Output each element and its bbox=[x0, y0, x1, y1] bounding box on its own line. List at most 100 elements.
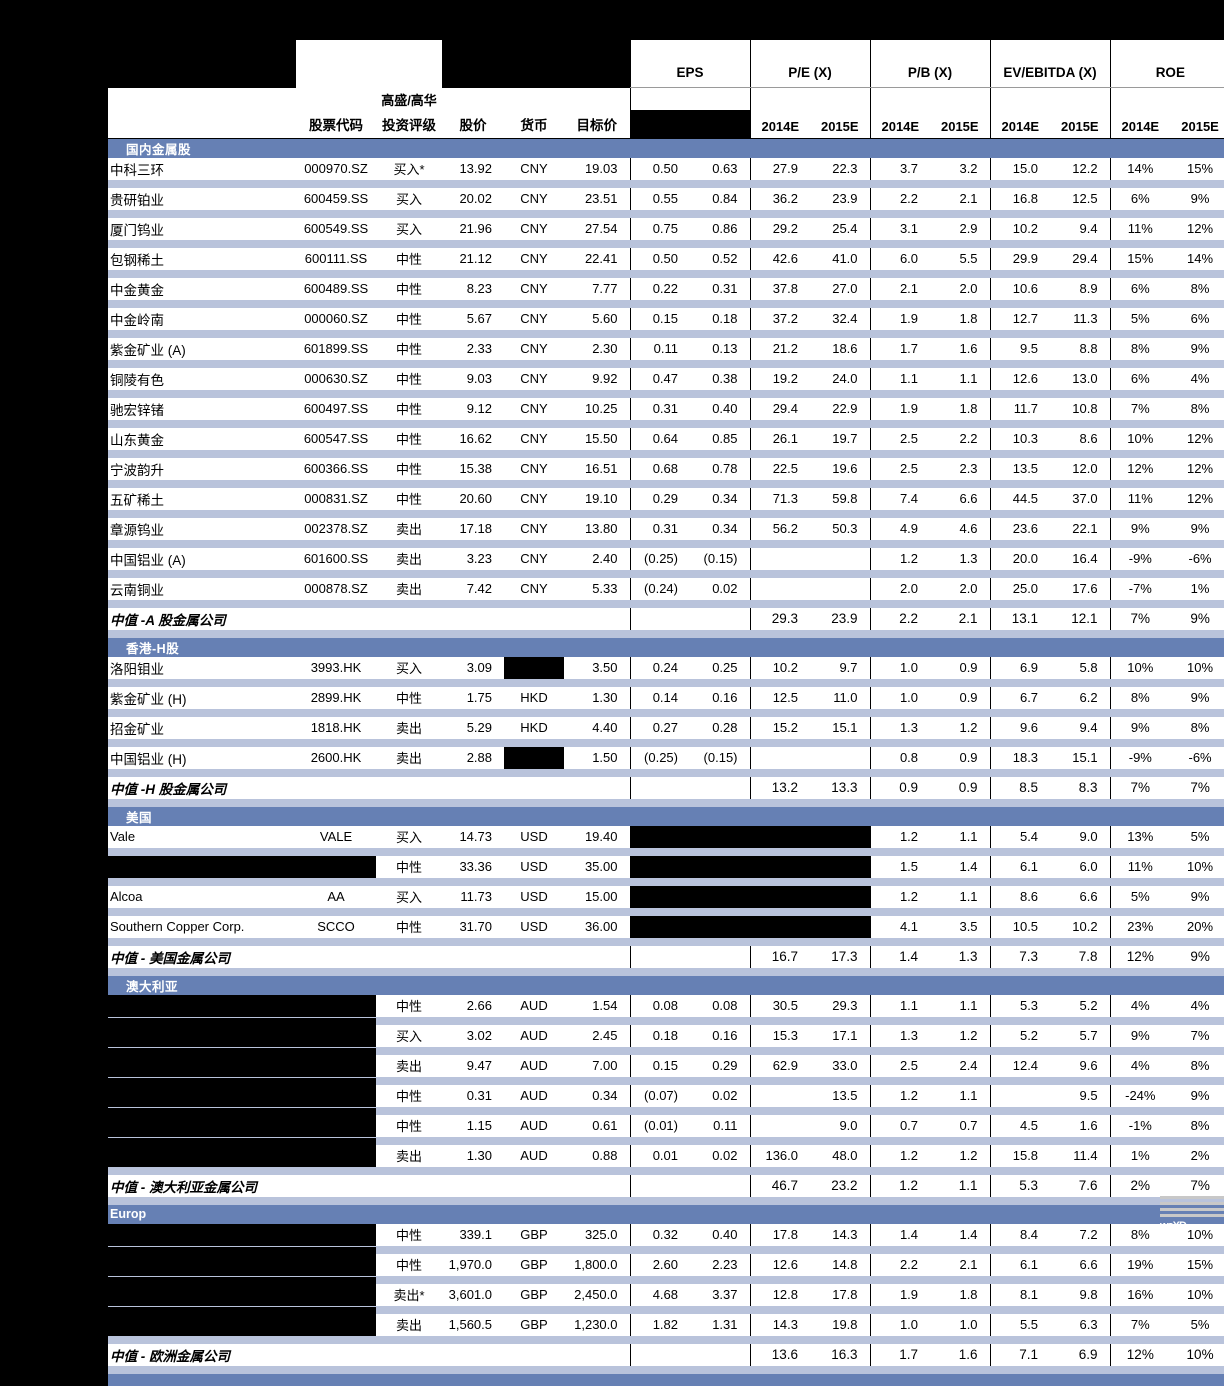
table-row[interactable]: 洛阳钼业 3993.HK 买入 3.09 3.50 0.24 0.25 10.2 9.7 1.0 0… bbox=[108, 656, 1224, 680]
cell-rating[interactable]: 卖出 bbox=[376, 547, 442, 571]
table-row[interactable]: 中性 1.15 AUD 0.61 (0.01) 0.11 9.0 0.7 0.7 4.5 1.6 -1… bbox=[108, 1114, 1224, 1138]
row-separator-cell bbox=[442, 1047, 504, 1055]
cell-median-pb-2015: 1.6 bbox=[930, 1343, 991, 1367]
cell-rating[interactable]: 卖出 bbox=[376, 1054, 442, 1078]
table-row[interactable]: 紫金矿业 (A) 601899.SS 中性 2.33 CNY 2.30 0.11 0.13 21… bbox=[108, 337, 1224, 361]
row-separator-cell bbox=[442, 938, 504, 946]
row-separator-cell bbox=[990, 1077, 1051, 1085]
row-separator-cell bbox=[1170, 390, 1224, 398]
table-row[interactable]: Southern Copper Corp. SCCO 中性 31.70 USD 36.00… bbox=[108, 915, 1224, 939]
table-row[interactable]: Alcoa AA 买入 11.73 USD 15.00 1.2 1.1 8.6 6.6 5% 9% bbox=[108, 885, 1224, 909]
cell-currency: USD bbox=[504, 915, 564, 939]
row-separator bbox=[108, 540, 1224, 548]
table-row[interactable]: 中金黄金 600489.SS 中性 8.23 CNY 7.77 0.22 0.31 37.8 27… bbox=[108, 277, 1224, 301]
table-row[interactable]: 山东黄金 600547.SS 中性 16.62 CNY 15.50 0.64 0.85 26.1… bbox=[108, 427, 1224, 451]
cell-rating[interactable]: 中性 bbox=[376, 686, 442, 710]
valuation-comparables-table: EPS P/E (X) P/B (X) EV/EBITDA (X) ROE 高盛… bbox=[108, 40, 1224, 1386]
cell-rating[interactable]: 卖出 bbox=[376, 1144, 442, 1168]
cell-rating[interactable]: 中性 bbox=[376, 247, 442, 271]
cell-rating[interactable]: 买入 bbox=[376, 217, 442, 241]
row-separator-cell bbox=[442, 420, 504, 428]
cell-rating[interactable]: 买入 bbox=[376, 187, 442, 211]
table-row[interactable]: 买入 3.02 AUD 2.45 0.18 0.16 15.3 17.1 1.3 1.2 5.2 5.… bbox=[108, 1024, 1224, 1048]
row-separator-cell bbox=[108, 679, 296, 687]
table-row[interactable]: 中性 1,970.0 GBP 1,800.0 2.60 2.23 12.6 14.8 2.2 2.… bbox=[108, 1253, 1224, 1277]
cell-pb-2014: 1.0 bbox=[869, 1313, 931, 1337]
table-row[interactable]: 紫金矿业 (H) 2899.HK 中性 1.75 HKD 1.30 0.14 0.16 12.5… bbox=[108, 686, 1224, 710]
cell-rating[interactable]: 卖出 bbox=[376, 1313, 442, 1337]
cell-rating[interactable]: 卖出 bbox=[376, 716, 442, 740]
table-row[interactable]: 中性 33.36 USD 35.00 1.5 1.4 6.1 6.0 11% 10% bbox=[108, 855, 1224, 879]
cell-rating[interactable]: 卖出 bbox=[376, 577, 442, 601]
cell-rating[interactable]: 中性 bbox=[376, 1084, 442, 1108]
row-separator bbox=[108, 300, 1224, 308]
table-row[interactable]: 章源钨业 002378.SZ 卖出 17.18 CNY 13.80 0.31 0.34 56.2… bbox=[108, 517, 1224, 541]
row-separator-cell bbox=[504, 1197, 564, 1205]
table-row[interactable]: 五矿稀土 000831.SZ 中性 20.60 CNY 19.10 0.29 0.34 71.3… bbox=[108, 487, 1224, 511]
cell-rating[interactable]: 中性 bbox=[376, 994, 442, 1018]
cell-company-name: 紫金矿业 (A) bbox=[108, 337, 296, 361]
cell-rating[interactable]: 中性 bbox=[376, 1253, 442, 1277]
cell-rating[interactable]: 中性 bbox=[376, 487, 442, 511]
cell-target-price: 5.60 bbox=[564, 307, 630, 331]
table-row[interactable]: Vale VALE 买入 14.73 USD 19.40 1.2 1.1 5.4 9.0 13% 5% bbox=[108, 825, 1224, 849]
cell-company-name: 厦门钨业 bbox=[108, 217, 296, 241]
table-row[interactable]: 中国铝业 (H) 2600.HK 卖出 2.88 1.50 (0.25) (0.15) 0.8… bbox=[108, 746, 1224, 770]
table-row[interactable]: 卖出 9.47 AUD 7.00 0.15 0.29 62.9 33.0 2.5 2.4 12.4 9… bbox=[108, 1054, 1224, 1078]
cell-rating[interactable]: 买入* bbox=[376, 157, 442, 181]
cell-rating[interactable]: 中性 bbox=[376, 1223, 442, 1247]
table-row[interactable]: 包钢稀土 600111.SS 中性 21.12 CNY 22.41 0.50 0.52 42.6… bbox=[108, 247, 1224, 271]
cell-rating[interactable]: 中性 bbox=[376, 915, 442, 939]
cell-currency: GBP bbox=[504, 1283, 564, 1307]
cell-rating[interactable]: 卖出* bbox=[376, 1283, 442, 1307]
table-row[interactable]: 中性 339.1 GBP 325.0 0.32 0.40 17.8 14.3 1.4 1.4 8.4… bbox=[108, 1223, 1224, 1247]
cell-target-price: 15.00 bbox=[564, 885, 630, 909]
comparables-table-sheet: EPS P/E (X) P/B (X) EV/EBITDA (X) ROE 高盛… bbox=[108, 40, 1224, 1386]
table-row[interactable]: 云南铜业 000878.SZ 卖出 7.42 CNY 5.33 (0.24) 0.02 2.0 2… bbox=[108, 577, 1224, 601]
table-row[interactable]: 驰宏锌锗 600497.SS 中性 9.12 CNY 10.25 0.31 0.40 29.4 2… bbox=[108, 397, 1224, 421]
table-row[interactable]: 厦门钨业 600549.SS 买入 21.96 CNY 27.54 0.75 0.86 29.2… bbox=[108, 217, 1224, 241]
cell-price: 13.92 bbox=[442, 157, 504, 181]
table-row[interactable]: 中性 2.66 AUD 1.54 0.08 0.08 30.5 29.3 1.1 1.1 5.3 5.… bbox=[108, 994, 1224, 1018]
cell-rating[interactable]: 中性 bbox=[376, 367, 442, 391]
table-row[interactable]: 卖出* 3,601.0 GBP 2,450.0 4.68 3.37 12.8 17.8 1.9 1… bbox=[108, 1283, 1224, 1307]
cell-pb-2015: 4.6 bbox=[930, 517, 991, 541]
row-separator-cell bbox=[108, 938, 296, 946]
cell-rating[interactable]: 卖出 bbox=[376, 517, 442, 541]
cell-price: 1,560.5 bbox=[442, 1313, 504, 1337]
section-median-row: 中值 -H 股金属公司 13.2 13.3 0.9 0.9 8.5 8.3 7% 7% bbox=[108, 776, 1224, 800]
table-row[interactable]: 中性 0.31 AUD 0.34 (0.07) 0.02 13.5 1.2 1.1 9.5 -24%… bbox=[108, 1084, 1224, 1108]
cell-rating[interactable]: 中性 bbox=[376, 277, 442, 301]
table-row[interactable]: 铜陵有色 000630.SZ 中性 9.03 CNY 9.92 0.47 0.38 19.2 24… bbox=[108, 367, 1224, 391]
table-row[interactable]: 贵研铂业 600459.SS 买入 20.02 CNY 23.51 0.55 0.84 36.2… bbox=[108, 187, 1224, 211]
cell-rating[interactable]: 中性 bbox=[376, 1114, 442, 1138]
cell-eps-2015: 3.37 bbox=[690, 1283, 751, 1307]
cell-rating[interactable]: 中性 bbox=[376, 397, 442, 421]
table-row[interactable]: 卖出 1.30 AUD 0.88 0.01 0.02 136.0 48.0 1.2 1.2 15.8… bbox=[108, 1144, 1224, 1168]
cell-rating[interactable]: 中性 bbox=[376, 307, 442, 331]
cell-rating[interactable]: 买入 bbox=[376, 656, 442, 680]
table-row[interactable]: 宁波韵升 600366.SS 中性 15.38 CNY 16.51 0.68 0.78 22.5… bbox=[108, 457, 1224, 481]
cell-rating[interactable]: 买入 bbox=[376, 1024, 442, 1048]
table-row[interactable]: 卖出 1,560.5 GBP 1,230.0 1.82 1.31 14.3 19.8 1.0 1.… bbox=[108, 1313, 1224, 1337]
cell-evebitda-2014: 13.5 bbox=[989, 457, 1051, 481]
cell-rating[interactable]: 中性 bbox=[376, 427, 442, 451]
table-row[interactable]: 中科三环 000970.SZ 买入* 13.92 CNY 19.03 0.50 0.63 27.… bbox=[108, 157, 1224, 181]
cell-rating[interactable]: 买入 bbox=[376, 885, 442, 909]
row-separator-cell bbox=[750, 1197, 811, 1205]
cell-median-eps-2015 bbox=[690, 607, 751, 631]
table-row[interactable]: 招金矿业 1818.HK 卖出 5.29 HKD 4.40 0.27 0.28 15.2 15.1… bbox=[108, 716, 1224, 740]
cell-rating[interactable]: 买入 bbox=[376, 825, 442, 849]
table-row[interactable]: 中金岭南 000060.SZ 中性 5.67 CNY 5.60 0.15 0.18 37.2 32… bbox=[108, 307, 1224, 331]
row-separator-cell bbox=[870, 878, 931, 886]
row-separator-cell bbox=[376, 390, 442, 398]
cell-pb-2014: 2.2 bbox=[869, 1253, 931, 1277]
cell-rating[interactable]: 中性 bbox=[376, 337, 442, 361]
table-row[interactable]: 中国铝业 (A) 601600.SS 卖出 3.23 CNY 2.40 (0.25) (0.1… bbox=[108, 547, 1224, 571]
row-separator-cell bbox=[296, 210, 376, 218]
row-separator-cell bbox=[442, 709, 504, 717]
row-separator-cell bbox=[870, 709, 931, 717]
cell-rating[interactable]: 中性 bbox=[376, 855, 442, 879]
cell-rating[interactable]: 卖出 bbox=[376, 746, 442, 770]
cell-rating[interactable]: 中性 bbox=[376, 457, 442, 481]
